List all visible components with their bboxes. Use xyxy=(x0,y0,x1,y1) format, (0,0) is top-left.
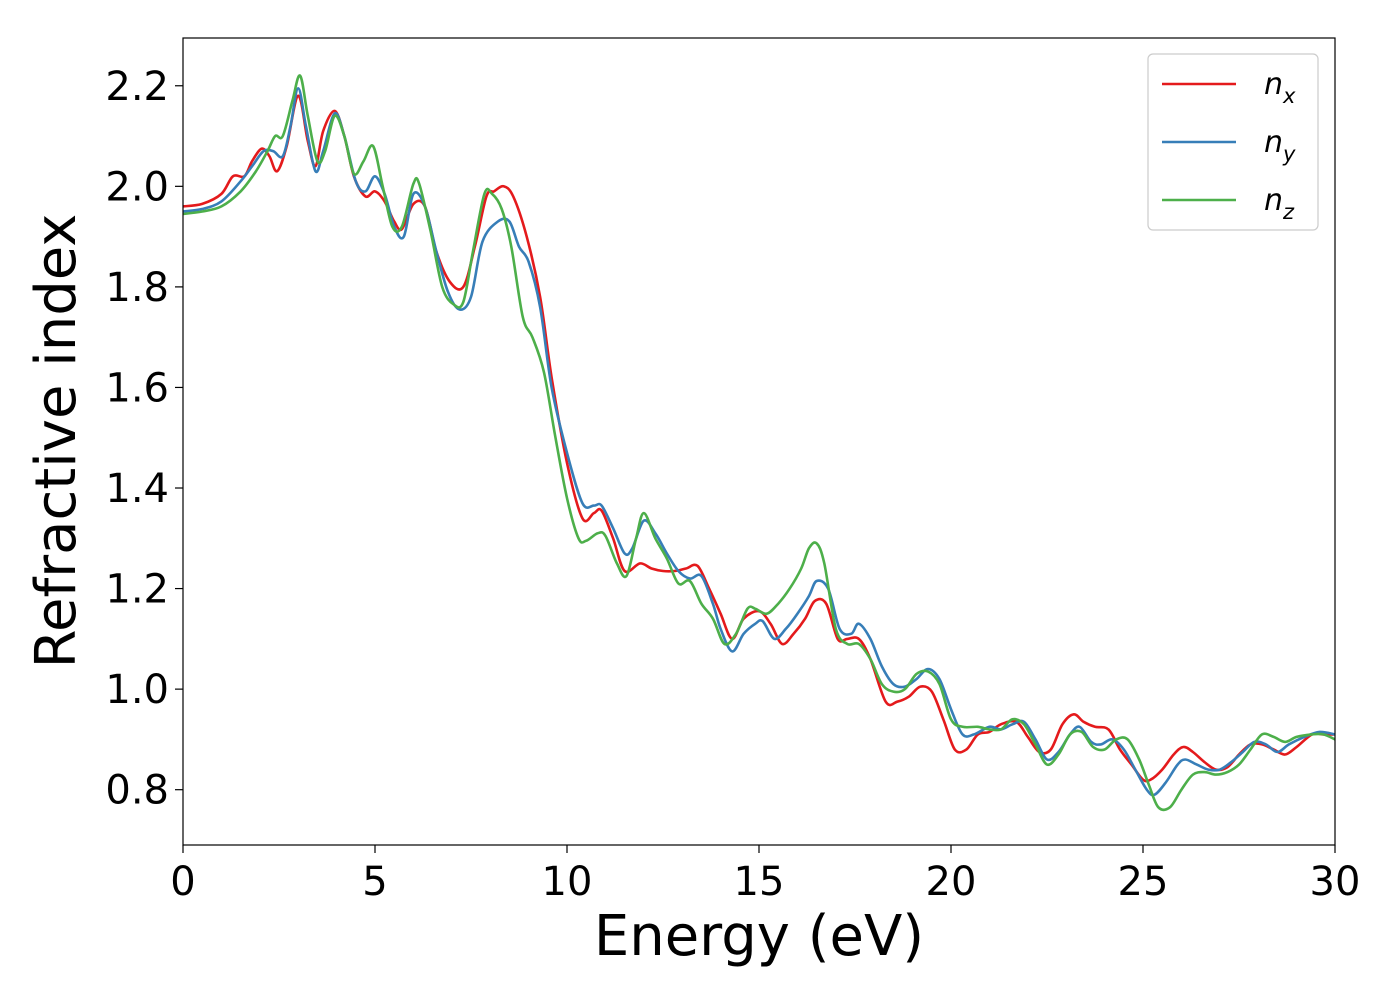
x-tick-label: 30 xyxy=(1310,859,1361,905)
x-axis-title: Energy (eV) xyxy=(594,904,924,969)
y-tick-label: 1.6 xyxy=(105,365,169,411)
y-tick-label: 0.8 xyxy=(105,768,169,814)
legend-label-nx: nx xyxy=(1264,67,1296,108)
x-tick-label: 0 xyxy=(170,859,195,905)
x-tick-label: 15 xyxy=(734,859,785,905)
legend-label-nz: nz xyxy=(1264,183,1295,224)
x-tick-label: 20 xyxy=(926,859,977,905)
y-axis: 0.8 1.0 1.2 1.4 1.6 1.8 2.0 2.2 xyxy=(105,64,183,814)
y-tick-label: 1.8 xyxy=(105,265,169,311)
x-axis: 0 5 10 15 20 25 30 xyxy=(170,845,1360,905)
x-tick-label: 5 xyxy=(362,859,387,905)
legend-label-ny: ny xyxy=(1264,125,1296,166)
legend: nx ny nz xyxy=(1147,53,1319,231)
series-layer xyxy=(183,74,1335,812)
y-tick-label: 1.2 xyxy=(105,567,169,613)
y-tick-label: 2.0 xyxy=(105,164,169,210)
x-tick-label: 25 xyxy=(1118,859,1169,905)
y-tick-label: 1.4 xyxy=(105,466,169,512)
series-line-ny xyxy=(183,87,1335,797)
series-line-nz xyxy=(183,74,1335,812)
y-tick-label: 2.2 xyxy=(105,64,169,110)
y-axis-title: Refractive index xyxy=(24,214,89,669)
y-tick-label: 1.0 xyxy=(105,667,169,713)
series-line-nx xyxy=(183,94,1335,783)
x-tick-label: 10 xyxy=(542,859,593,905)
